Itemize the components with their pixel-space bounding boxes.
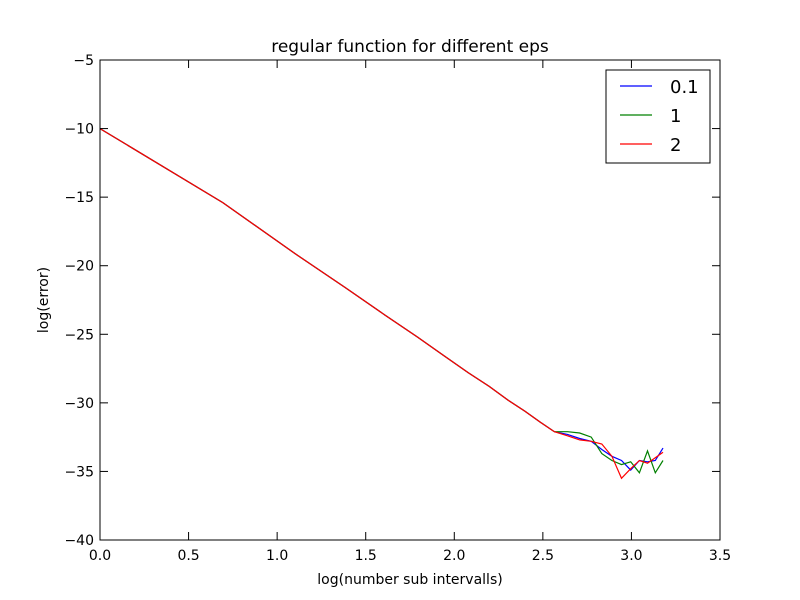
plot-area: 0.0 0.5 1.0 1.5 2.0 2.5 3.0 3.5 −5 −10 −15 −20 −25 −3… (64, 53, 731, 564)
y-tick-label: −25 (64, 327, 94, 343)
y-tick-label: −35 (64, 464, 94, 480)
x-tick-label: 2.0 (443, 548, 465, 564)
y-tick-label: −20 (64, 259, 94, 275)
x-tick-label: 0.0 (89, 548, 111, 564)
x-tick-label: 3.0 (620, 548, 642, 564)
chart-title: regular function for different eps (271, 37, 549, 57)
x-tick-label: 1.5 (355, 548, 377, 564)
plot-frame (99, 59, 721, 541)
y-tick-label: −5 (73, 53, 94, 69)
y-tick-label: −30 (64, 396, 94, 412)
series-line-3 (99, 128, 664, 480)
y-tick-label: −10 (64, 122, 94, 138)
legend-label-2: 1 (670, 106, 681, 127)
legend-label-1: 0.1 (670, 77, 699, 98)
x-tick-label: 3.5 (709, 548, 731, 564)
y-axis-label: log(error) (36, 267, 52, 333)
y-tick-label: −15 (64, 190, 94, 206)
x-tick-label: 0.5 (177, 548, 199, 564)
series-line-2 (99, 128, 664, 475)
x-tick-label: 1.0 (266, 548, 288, 564)
x-tick-label: 2.5 (532, 548, 554, 564)
x-axis-label: log(number sub intervalls) (317, 572, 502, 588)
legend: 0.1 1 2 (605, 69, 711, 164)
legend-label-3: 2 (670, 135, 681, 156)
y-tick-label: −40 (64, 533, 94, 549)
